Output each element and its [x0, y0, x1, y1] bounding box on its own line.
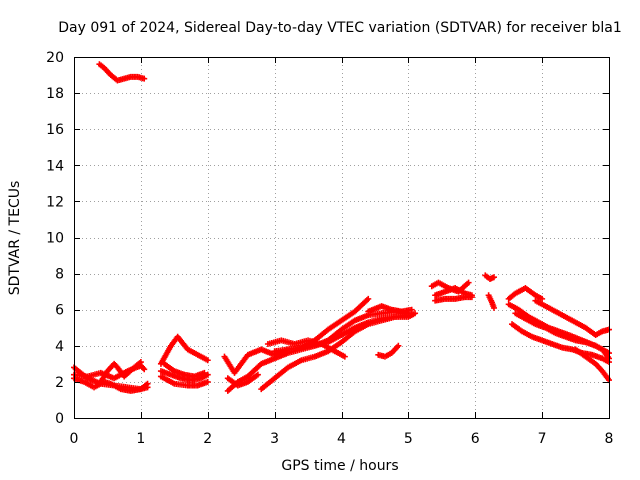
series-track-21: [482, 272, 497, 283]
x-tick-label: 8: [605, 431, 614, 447]
series-track-27: [532, 297, 612, 338]
y-tick-label: 0: [55, 411, 64, 427]
y-tick-label: 20: [46, 50, 64, 66]
x-tick-label: 3: [270, 431, 279, 447]
data-point: [204, 378, 211, 385]
x-tick-label: 0: [70, 431, 79, 447]
y-tick-label: 12: [46, 194, 64, 210]
series-track-25: [512, 310, 612, 362]
grid: [74, 57, 609, 418]
y-tick-label: 16: [46, 122, 64, 138]
x-tick-label: 4: [337, 431, 346, 447]
series-track-16: [375, 342, 402, 360]
chart-title: Day 091 of 2024, Sidereal Day-to-day VTE…: [58, 20, 621, 36]
data-point: [490, 274, 497, 281]
data-point: [539, 295, 546, 302]
series-track-17: [365, 303, 415, 315]
series-track-12: [224, 371, 261, 389]
y-tick-label: 4: [55, 339, 64, 355]
x-tick-label: 6: [471, 431, 480, 447]
x-axis-label: GPS time / hours: [281, 458, 398, 474]
series-track-4: [97, 359, 144, 385]
series-track-5: [96, 61, 148, 84]
series-track-15: [271, 295, 372, 355]
series-track-22: [485, 292, 497, 311]
data-point: [365, 295, 372, 302]
data-point: [201, 369, 208, 376]
data-point: [204, 357, 211, 364]
series-track-23: [505, 285, 546, 302]
x-tick-label: 2: [203, 431, 212, 447]
data-point: [141, 366, 148, 373]
y-tick-label: 14: [46, 158, 64, 174]
x-tick-label: 5: [404, 431, 413, 447]
data-point: [137, 359, 144, 366]
series-track-28: [572, 346, 612, 384]
y-tick-label: 10: [46, 231, 64, 247]
y-tick-label: 8: [55, 267, 64, 283]
x-tick-label: 1: [136, 431, 145, 447]
y-tick-label: 2: [55, 375, 64, 391]
data-point: [490, 304, 497, 311]
series-track-13: [258, 310, 419, 393]
data-point: [144, 380, 151, 387]
y-axis-label: SDTVAR / TECUs: [7, 181, 23, 296]
data-point: [395, 342, 402, 349]
data-marks: [71, 61, 612, 394]
data-point: [254, 371, 261, 378]
data-point: [141, 75, 148, 82]
data-point: [412, 310, 419, 317]
series-track-26: [509, 321, 612, 366]
series-track-9: [161, 360, 208, 380]
data-point: [204, 371, 211, 378]
data-point: [468, 294, 475, 301]
series-track-8: [157, 373, 211, 389]
y-tick-label: 18: [46, 86, 64, 102]
data-point: [408, 306, 415, 313]
data-point: [465, 279, 472, 286]
data-point: [341, 353, 348, 360]
series-track-20: [432, 294, 475, 304]
y-tick-label: 6: [55, 303, 64, 319]
x-tick-label: 7: [538, 431, 547, 447]
